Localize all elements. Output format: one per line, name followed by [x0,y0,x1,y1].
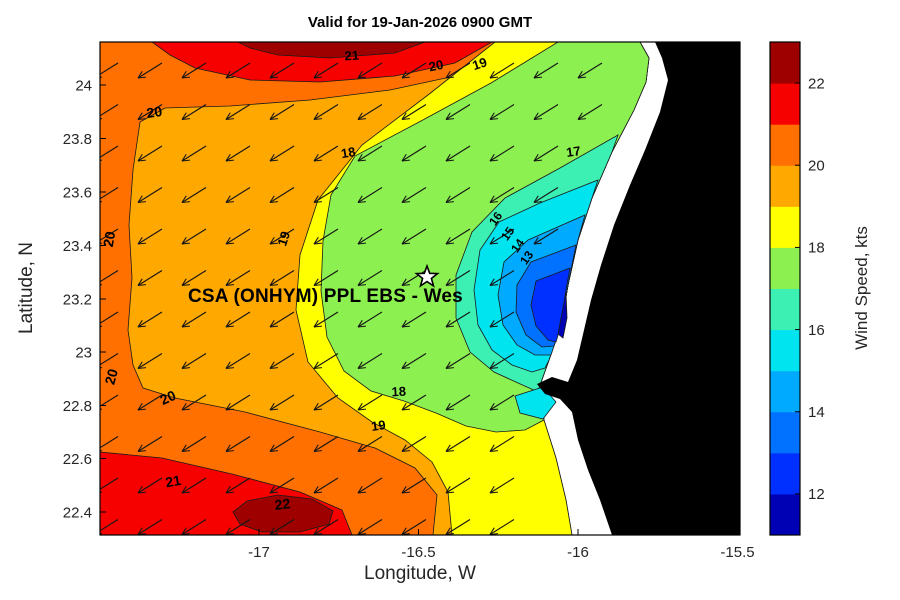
svg-text:-16: -16 [567,544,589,561]
y-axis-label: Latitude, N [16,242,37,334]
svg-text:19: 19 [274,229,293,247]
svg-text:23.6: 23.6 [63,184,92,201]
svg-text:-17: -17 [248,544,270,561]
svg-text:16: 16 [808,322,825,339]
svg-text:21: 21 [164,472,182,490]
svg-text:22.4: 22.4 [63,504,92,521]
plot-title: Valid for 19-Jan-2026 0900 GMT [307,14,533,31]
svg-text:18: 18 [808,240,825,257]
svg-text:18: 18 [340,144,357,161]
svg-text:-16.5: -16.5 [401,544,435,561]
svg-text:23.8: 23.8 [63,131,92,148]
colorbar-label: Wind Speed, kts [852,226,871,350]
svg-text:22.6: 22.6 [63,451,92,468]
svg-text:22.8: 22.8 [63,398,92,415]
svg-text:23.2: 23.2 [63,291,92,308]
svg-text:18: 18 [391,384,406,400]
svg-text:19: 19 [470,54,488,73]
svg-text:20: 20 [101,367,121,386]
svg-text:24: 24 [75,77,92,94]
svg-text:23.4: 23.4 [63,238,92,255]
svg-text:17: 17 [565,143,581,160]
svg-text:19: 19 [370,417,386,434]
site-annotation: CSA (ONHYM) PPL EBS - Wes [188,286,463,307]
svg-text:22: 22 [808,75,825,92]
svg-text:22: 22 [274,495,291,513]
svg-text:20: 20 [427,57,444,75]
svg-text:20: 20 [808,158,825,175]
svg-text:23: 23 [75,344,92,361]
svg-text:20: 20 [100,230,118,248]
svg-text:12: 12 [808,486,825,503]
svg-text:14: 14 [808,404,825,421]
svg-text:20: 20 [145,103,163,121]
svg-text:21: 21 [344,48,359,64]
x-axis-label: Longitude, W [364,563,476,584]
svg-text:-15.5: -15.5 [720,544,754,561]
svg-text:20: 20 [157,387,178,408]
